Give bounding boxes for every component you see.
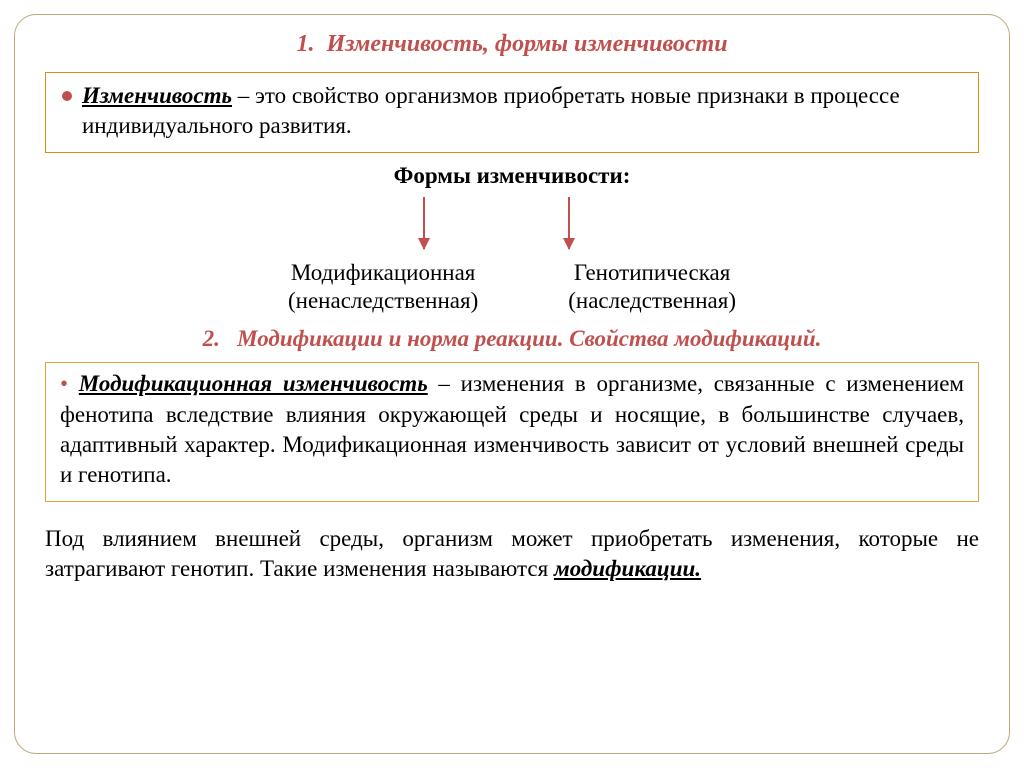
definition1-term: Изменчивость: [82, 83, 232, 108]
section1-title-text: Изменчивость, формы изменчивости: [326, 31, 727, 57]
branch-arrows: [45, 191, 979, 257]
branch-modification: Модификационная (ненаследственная): [288, 259, 478, 317]
definition1-row: Изменчивость – это свойство организмов п…: [60, 81, 964, 142]
bullet2-icon: •: [60, 371, 79, 396]
branch2-line2: (наследственная): [568, 288, 736, 313]
forms-heading: Формы изменчивости:: [45, 163, 979, 189]
closing-paragraph: Под влиянием внешней среды, организм мож…: [45, 524, 979, 584]
branches-row: Модификационная (ненаследственная) Генот…: [45, 259, 979, 317]
branch1-line1: Модификационная: [291, 260, 476, 285]
definition2-term: Модификационная изменчивость: [79, 371, 428, 396]
branch2-line1: Генотипическая: [574, 260, 730, 285]
definition-box-2: • Модификационная изменчивость – изменен…: [45, 362, 979, 501]
arrow-right-icon: [568, 197, 570, 249]
slide-frame: 1. Изменчивость, формы изменчивости Изме…: [14, 14, 1010, 754]
branch1-line2: (ненаследственная): [288, 288, 478, 313]
arrow-left-icon: [423, 197, 425, 249]
closing-term: модификации.: [554, 556, 701, 581]
definition2-text: • Модификационная изменчивость – изменен…: [60, 369, 964, 490]
definition1-text: Изменчивость – это свойство организмов п…: [82, 81, 964, 142]
section2-title: 2. Модификации и норма реакции. Свойства…: [45, 326, 979, 352]
section2-title-text: Модификации и норма реакции. Свойства мо…: [237, 326, 821, 351]
branch-genotypic: Генотипическая (наследственная): [568, 259, 736, 317]
definition-box-1: Изменчивость – это свойство организмов п…: [45, 72, 979, 153]
section2-number: 2.: [203, 326, 220, 351]
bullet-icon: [62, 91, 72, 101]
section1-number: 1.: [296, 31, 314, 57]
closing-pre: Под влиянием внешней среды, организм мож…: [45, 526, 979, 581]
section1-title: 1. Изменчивость, формы изменчивости: [45, 31, 979, 58]
